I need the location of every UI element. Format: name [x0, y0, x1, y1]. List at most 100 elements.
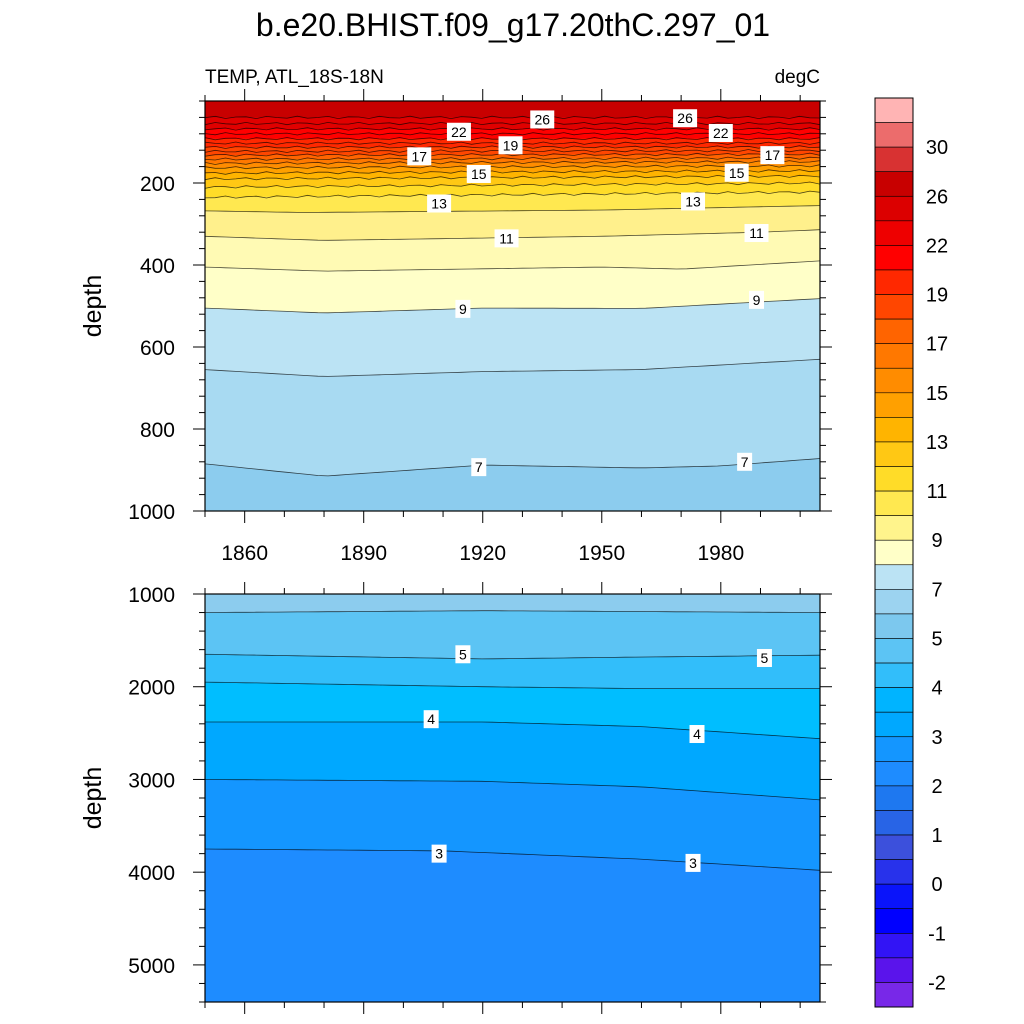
plot-frame — [204, 100, 821, 512]
x-tick-label: 1920 — [459, 542, 506, 565]
colorbar-tick-label: 22 — [926, 235, 948, 257]
colorbar-swatch — [874, 662, 914, 688]
colorbar-tick-label: 17 — [926, 334, 948, 356]
colorbar-swatch — [874, 220, 914, 246]
contour-label: 5 — [455, 645, 471, 664]
contour-label: 9 — [749, 290, 765, 309]
colorbar-tick-label: 4 — [931, 678, 942, 700]
y-tick-label: 1000 — [128, 584, 175, 607]
contour-label-text: 7 — [741, 454, 749, 470]
y-axis-label: depth — [79, 275, 107, 338]
colorbar-swatch — [874, 269, 914, 295]
contour-label-text: 22 — [451, 124, 467, 140]
colorbar: 30 26 22 19 17 15 13 11 9 7 5 4 3 2 1 0 -1 -2 — [874, 97, 948, 1008]
contour-label-text: 7 — [475, 459, 483, 475]
colorbar-tick-label: 9 — [931, 530, 942, 552]
contour-label-text: 11 — [749, 225, 764, 241]
contour-label: 7 — [471, 458, 487, 477]
colorbar-swatch — [874, 97, 914, 123]
contour-label-text: 13 — [685, 193, 701, 209]
colorbar-tick-label: 0 — [931, 874, 942, 896]
colorbar-swatch — [874, 761, 914, 787]
colorbar-swatch — [874, 638, 914, 664]
contour-label: 26 — [673, 109, 698, 128]
colorbar-swatch — [874, 810, 914, 836]
colorbar-tick-label: 2 — [931, 776, 942, 798]
chart-title: b.e20.BHIST.f09_g17.20thC.297_01 — [256, 7, 770, 43]
colorbar-tick-label: -2 — [928, 972, 946, 994]
colorbar-swatch — [874, 490, 914, 516]
colorbar-swatch — [874, 392, 914, 418]
lower-panel: 5 5 4 4 3 3 1000 2000 3000 4000 5000 depth — [79, 582, 832, 1014]
colorbar-swatch — [874, 515, 914, 541]
y-tick-label: 3000 — [128, 769, 175, 792]
colorbar-tick-label: 30 — [926, 137, 948, 159]
contour-label-text: 3 — [435, 846, 443, 862]
colorbar-swatch — [874, 318, 914, 344]
colorbar-swatch — [874, 982, 914, 1008]
units-label: degC — [775, 67, 820, 88]
contour-label: 19 — [498, 136, 523, 155]
contour-line — [205, 260, 820, 272]
colorbar-swatch — [874, 195, 914, 222]
contour-label-text: 5 — [761, 650, 769, 666]
contour-line — [205, 169, 820, 175]
y-tick-label: 800 — [140, 419, 175, 442]
contour-line — [205, 190, 820, 199]
x-tick-label: 1980 — [697, 542, 744, 565]
y-tick-label: 400 — [140, 255, 175, 278]
colorbar-swatch — [874, 564, 914, 590]
y-tick-label: 1000 — [128, 501, 175, 524]
contour-label-text: 9 — [459, 301, 467, 317]
colorbar-swatch — [874, 245, 914, 271]
contour-label-text: 26 — [677, 110, 693, 126]
contour-label: 13 — [427, 194, 452, 213]
colorbar-swatch — [874, 417, 914, 443]
colorbar-tick-label: 13 — [926, 432, 948, 454]
contour-label-text: 4 — [693, 726, 701, 742]
y-tick-label: 2000 — [128, 677, 175, 700]
colorbar-swatch — [874, 687, 914, 713]
colorbar-swatch — [874, 736, 914, 762]
contour-label: 15 — [724, 163, 749, 182]
contour-line — [205, 298, 820, 314]
contour-line — [205, 121, 820, 126]
colorbar-tick-label: 5 — [931, 628, 942, 650]
contour-line — [205, 160, 820, 165]
colorbar-swatch — [874, 711, 914, 738]
y-tick-label: 600 — [140, 337, 175, 360]
contour-label-text: 15 — [729, 165, 745, 181]
contour-line — [205, 358, 820, 377]
colorbar-swatch — [874, 613, 914, 639]
contour-label-text: 15 — [471, 166, 487, 182]
contour-label: 4 — [423, 710, 439, 729]
upper-panel: 26 26 22 22 19 17 17 15 15 13 13 11 11 9 9 7 7 200 400 600 8… — [79, 89, 832, 565]
contour-label-text: 5 — [459, 646, 467, 662]
x-tick-label: 1860 — [221, 542, 268, 565]
colorbar-swatch — [874, 883, 914, 910]
contour-line — [205, 181, 820, 189]
colorbar-swatch — [874, 957, 914, 983]
colorbar-swatch — [874, 932, 914, 959]
contour-label: 7 — [737, 452, 753, 471]
contour-label-text: 13 — [431, 196, 447, 212]
colorbar-tick-label: 3 — [931, 727, 942, 749]
y-tick-label: 5000 — [128, 955, 175, 978]
contour-label-text: 17 — [411, 148, 427, 164]
contour-label-text: 3 — [689, 855, 697, 871]
colorbar-swatch — [874, 122, 914, 148]
contour-line — [205, 848, 820, 871]
colorbar-swatch — [874, 539, 914, 566]
contour-line — [205, 164, 820, 170]
contour-label: 17 — [407, 147, 432, 166]
colorbar-tick-label: 19 — [926, 285, 948, 307]
colorbar-swatch — [874, 785, 914, 811]
colorbar-swatch — [874, 834, 914, 860]
contour-label: 3 — [685, 853, 701, 872]
colorbar-tick-label: -1 — [928, 923, 946, 945]
colorbar-swatch — [874, 294, 914, 320]
contour-label-text: 22 — [713, 125, 729, 141]
contour-line — [205, 205, 820, 213]
contour-line — [205, 721, 820, 740]
colorbar-swatch — [874, 441, 914, 467]
